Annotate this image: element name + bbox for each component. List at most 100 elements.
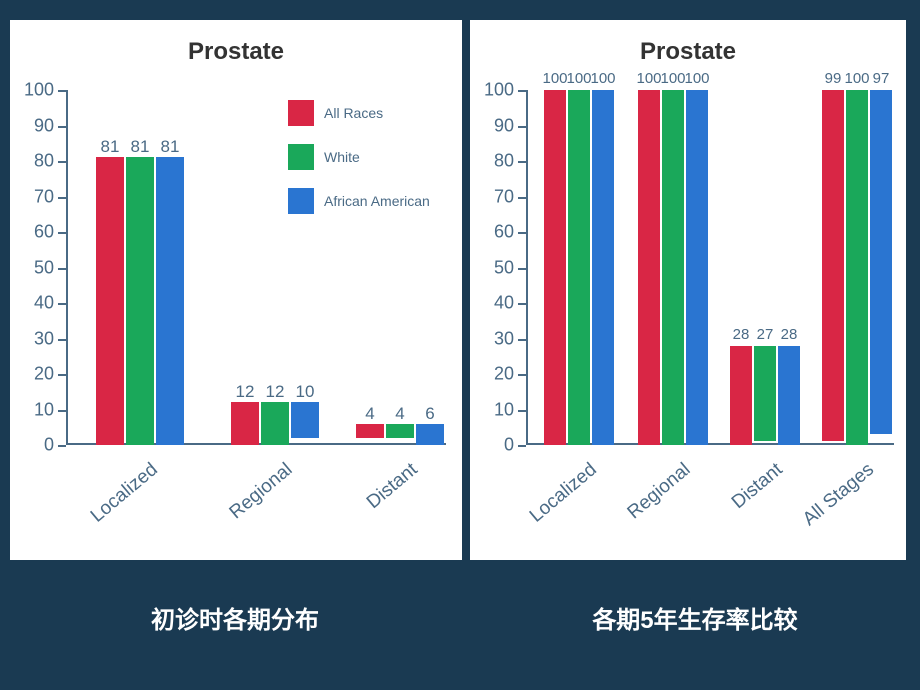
bar-group: 9910097 [822, 90, 892, 445]
y-axis: 0102030405060708090100 [66, 90, 68, 445]
category-label: Regional [226, 459, 298, 524]
bar: 12 [231, 402, 259, 445]
category-label: Localized [87, 459, 163, 527]
left-panel: Prostate 0102030405060708090100818181Loc… [10, 20, 462, 560]
legend-swatch [288, 100, 314, 126]
left-chart-title: Prostate [10, 20, 462, 66]
bar-value-label: 10 [296, 382, 315, 402]
bar: 100 [568, 90, 590, 445]
legend-swatch [288, 188, 314, 214]
y-tick-label: 60 [494, 222, 514, 243]
y-tick [58, 303, 66, 305]
category-label: Regional [624, 459, 696, 524]
y-tick-label: 10 [34, 399, 54, 420]
y-tick-label: 30 [34, 328, 54, 349]
bar-value-label: 27 [757, 326, 774, 343]
bar: 81 [96, 157, 124, 445]
y-tick-label: 50 [494, 257, 514, 278]
y-tick [518, 232, 526, 234]
y-tick [58, 339, 66, 341]
y-tick-label: 0 [44, 435, 54, 456]
y-tick [518, 339, 526, 341]
y-tick-label: 20 [34, 364, 54, 385]
legend-swatch [288, 144, 314, 170]
right-panel: Prostate 0102030405060708090100100100100… [470, 20, 906, 560]
bar: 100 [638, 90, 660, 445]
bar: 12 [261, 402, 289, 445]
charts-container: Prostate 0102030405060708090100818181Loc… [0, 0, 920, 560]
y-tick [58, 268, 66, 270]
y-tick [518, 126, 526, 128]
bar: 10 [291, 402, 319, 438]
y-tick-label: 70 [34, 186, 54, 207]
caption-right: 各期5年生存率比较 [470, 600, 920, 635]
bar-value-label: 6 [425, 404, 434, 424]
bar-value-label: 100 [590, 70, 615, 87]
y-tick-label: 30 [494, 328, 514, 349]
y-axis: 0102030405060708090100 [526, 90, 528, 445]
y-tick [518, 410, 526, 412]
bar: 81 [156, 157, 184, 445]
bar: 100 [544, 90, 566, 445]
y-tick-label: 70 [494, 186, 514, 207]
category-label: Distant [728, 459, 787, 514]
y-tick [518, 303, 526, 305]
legend-label: African American [324, 193, 430, 209]
bar: 6 [416, 424, 444, 445]
bar-value-label: 28 [781, 326, 798, 343]
y-tick [518, 445, 526, 447]
bar-group: 282728 [730, 346, 800, 445]
y-tick [58, 232, 66, 234]
y-tick [518, 161, 526, 163]
bar: 27 [754, 346, 776, 442]
bar-value-label: 28 [733, 326, 750, 343]
y-tick-label: 50 [34, 257, 54, 278]
bar: 99 [822, 90, 844, 441]
bar-group: 818181 [96, 157, 184, 445]
right-plot-area: 0102030405060708090100100100100Localized… [526, 90, 894, 445]
y-tick-label: 90 [34, 115, 54, 136]
y-tick-label: 90 [494, 115, 514, 136]
legend: All RacesWhiteAfrican American [288, 100, 430, 232]
bar-value-label: 97 [873, 70, 890, 87]
y-tick-label: 100 [484, 80, 514, 101]
bar: 81 [126, 157, 154, 445]
y-tick-label: 80 [494, 151, 514, 172]
y-tick-label: 10 [494, 399, 514, 420]
bar: 100 [686, 90, 708, 445]
y-tick [58, 374, 66, 376]
bar-group: 100100100 [544, 90, 614, 445]
bar-value-label: 100 [660, 70, 685, 87]
bar-value-label: 100 [542, 70, 567, 87]
y-tick [58, 90, 66, 92]
y-tick [518, 90, 526, 92]
y-tick-label: 100 [24, 80, 54, 101]
bar-value-label: 81 [161, 137, 180, 157]
bar-group: 100100100 [638, 90, 708, 445]
right-chart-title: Prostate [470, 20, 906, 66]
bar: 28 [730, 346, 752, 445]
y-tick-label: 80 [34, 151, 54, 172]
category-label: Distant [363, 459, 422, 514]
legend-item: White [288, 144, 430, 170]
bar-value-label: 100 [684, 70, 709, 87]
y-tick [58, 161, 66, 163]
y-tick-label: 40 [494, 293, 514, 314]
y-tick [518, 268, 526, 270]
y-tick [58, 410, 66, 412]
y-tick-label: 40 [34, 293, 54, 314]
caption-left: 初诊时各期分布 [0, 600, 470, 635]
y-tick [518, 197, 526, 199]
bar-value-label: 81 [131, 137, 150, 157]
bar: 28 [778, 346, 800, 445]
y-tick [58, 126, 66, 128]
y-tick-label: 0 [504, 435, 514, 456]
category-label: All Stages [799, 459, 879, 531]
legend-label: White [324, 149, 360, 165]
bar-value-label: 4 [395, 404, 404, 424]
legend-item: African American [288, 188, 430, 214]
bar-value-label: 4 [365, 404, 374, 424]
bar-value-label: 100 [844, 70, 869, 87]
bar: 4 [356, 424, 384, 438]
bar: 100 [662, 90, 684, 445]
